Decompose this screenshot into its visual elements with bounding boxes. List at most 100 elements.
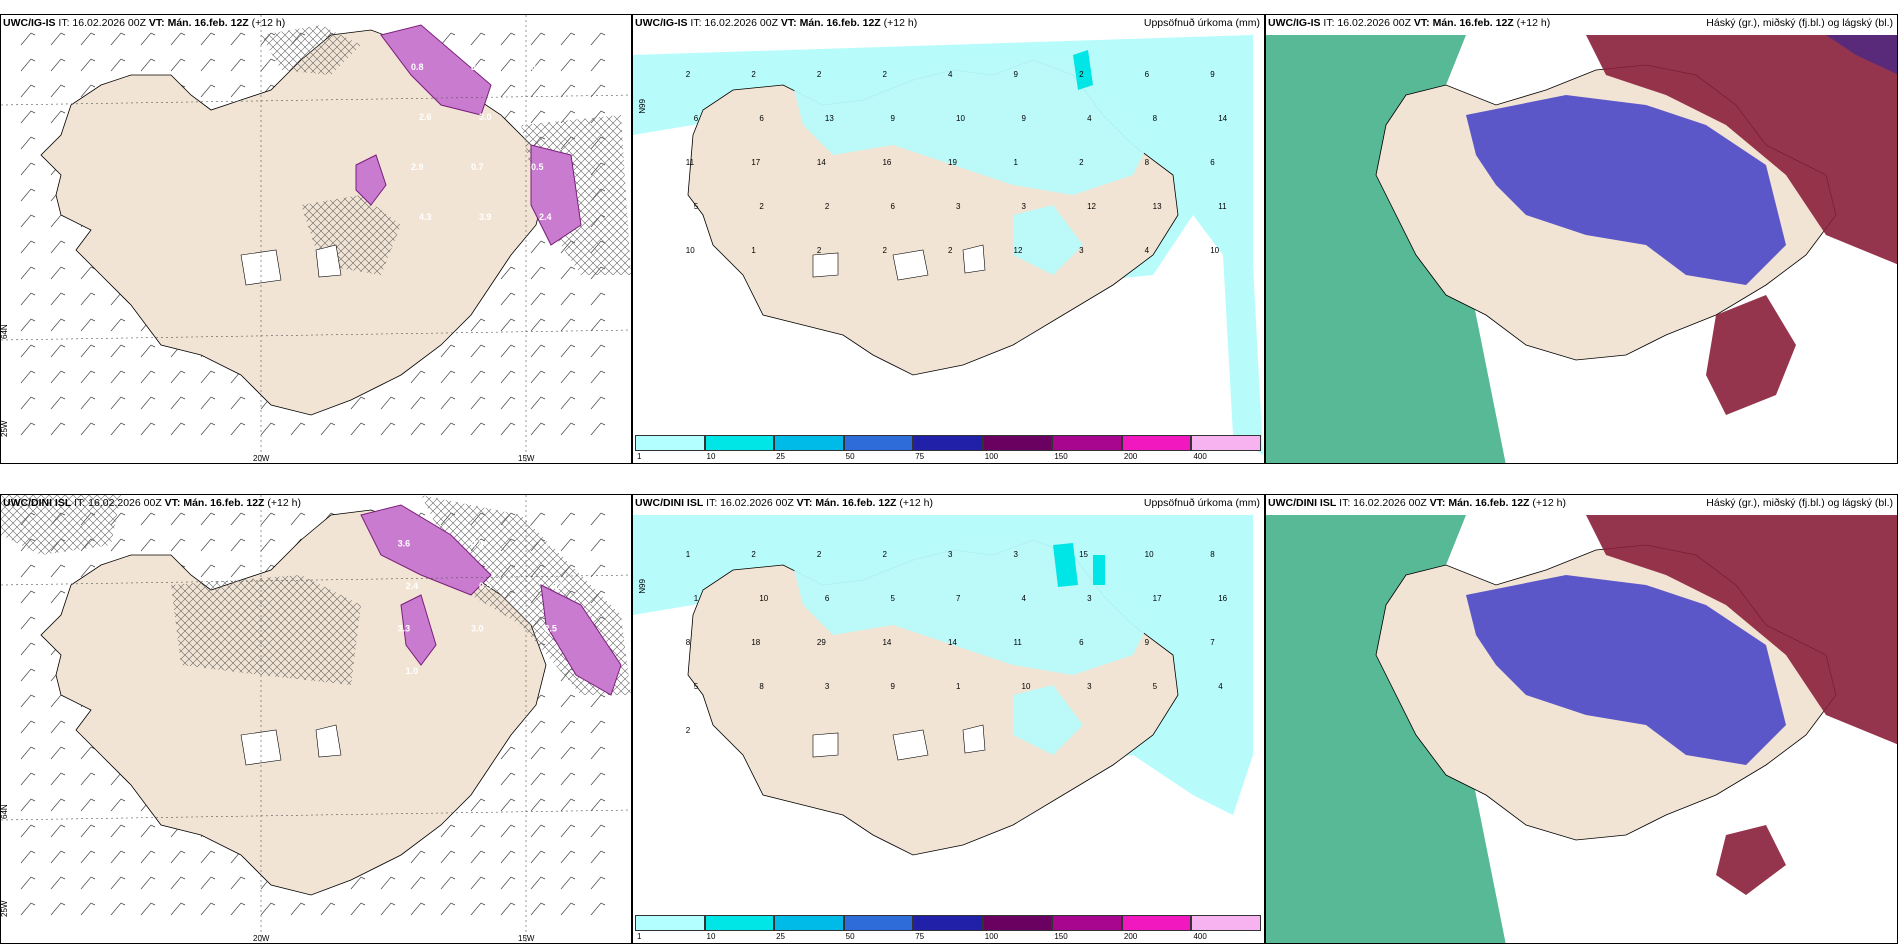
value-label: 3.9 <box>479 212 492 222</box>
wind-barb <box>500 798 516 812</box>
precip-value-labels: 1 2 2 2 3 3 15 10 81 10 6 5 7 4 3 17 168 18 29 14 14 11 6 9 75 8 3… <box>686 550 1228 735</box>
wind-barb <box>50 824 66 838</box>
wind-barb <box>200 84 216 98</box>
wind-barb <box>590 746 606 760</box>
wind-barb <box>140 902 156 916</box>
grid-lines <box>1 495 631 943</box>
wind-barb <box>530 902 546 916</box>
wind-barb <box>20 162 36 176</box>
wind-barb <box>380 396 396 410</box>
wind-barb <box>590 32 606 46</box>
value-label: 2 <box>817 70 822 79</box>
glacier-blanks <box>812 244 986 281</box>
colorbar-swatch <box>635 435 705 451</box>
wind-barb <box>410 902 426 916</box>
wind-barb <box>140 538 156 552</box>
wind-barb <box>170 370 186 384</box>
wind-barb <box>470 318 486 332</box>
wind-barb <box>50 746 66 760</box>
wind-barb <box>20 396 36 410</box>
wind-barb <box>50 590 66 604</box>
high-cloud-shading <box>1586 35 1897 415</box>
wind-barb <box>560 512 576 526</box>
cyan-spot <box>1073 50 1093 90</box>
value-label: 4.3 <box>419 212 432 222</box>
wind-barb <box>20 344 36 358</box>
value-label: 2 <box>817 246 822 255</box>
value-label: 17 <box>1153 594 1162 603</box>
value-label: 8 <box>759 682 764 691</box>
wind-barb <box>560 422 576 436</box>
panel-subtitle: Háský (gr.), miðský (fj.bl.) og lágský (… <box>1706 497 1893 509</box>
colorbar-swatch <box>774 435 844 451</box>
value-label: 3.9 <box>471 62 484 72</box>
wind-barb <box>470 876 486 890</box>
value-label: 2 <box>1079 70 1084 79</box>
value-label: 19 <box>948 158 957 167</box>
colorbar-swatch <box>843 435 914 451</box>
wind-barb <box>410 396 426 410</box>
wind-barb <box>440 850 456 864</box>
colorbar-tick-label: 50 <box>845 452 855 461</box>
wind-barb <box>110 58 126 72</box>
wind-barb <box>80 772 96 786</box>
wind-barb <box>470 902 486 916</box>
lon-label-15w: 15W <box>518 454 535 463</box>
wind-barb <box>470 396 486 410</box>
wind-barb <box>470 850 486 864</box>
colorbar-tick-label: 200 <box>1123 452 1138 461</box>
wind-barb <box>380 876 396 890</box>
wind-barb <box>170 876 186 890</box>
wind-barb <box>80 746 96 760</box>
value-label: 1 <box>1014 158 1019 167</box>
value-label: 9 <box>1210 70 1215 79</box>
wind-barb <box>560 292 576 306</box>
wind-barb <box>200 902 216 916</box>
cloud-map-top: UWC/IG-IS IT: 16.02.2026 00Z VT: Mán. 16… <box>1265 14 1898 464</box>
value-label: 6 <box>1079 638 1084 647</box>
lon-label-15w: 15W <box>518 934 535 943</box>
glacier-blanks <box>240 724 342 766</box>
value-label: 2.5 <box>544 623 557 633</box>
wind-barb <box>590 798 606 812</box>
wind-barb <box>530 370 546 384</box>
value-label: 6 <box>825 594 830 603</box>
wind-barb <box>50 422 66 436</box>
wind-barb <box>560 902 576 916</box>
wind-barb <box>110 850 126 864</box>
mid-cloud-shading <box>1466 95 1786 285</box>
value-label: 1 <box>686 550 691 559</box>
wind-barb <box>140 512 156 526</box>
wind-barb <box>80 318 96 332</box>
wind-barb <box>530 84 546 98</box>
wind-barb <box>530 850 546 864</box>
wind-barb <box>50 772 66 786</box>
value-label: 2.6 <box>419 112 432 122</box>
wind-barb <box>590 564 606 578</box>
value-label: 9 <box>890 682 895 691</box>
value-label: 2 <box>825 202 830 211</box>
lat-label-64n: 64N <box>1 324 9 339</box>
wind-barb <box>410 370 426 384</box>
wind-barb <box>500 902 516 916</box>
wind-barb <box>530 876 546 890</box>
wind-barb <box>140 824 156 838</box>
wind-barb <box>140 370 156 384</box>
wind-barb <box>290 422 306 436</box>
value-label: 7 <box>956 594 961 603</box>
colorbar-swatch <box>704 435 775 451</box>
map-canvas: 20W 15W 25W 64N 3.6 4.3 2.0 2.4 0.5 3.7 3.3 3.0… <box>1 495 631 943</box>
wind-barb <box>350 876 366 890</box>
wind-barb <box>230 564 246 578</box>
wind-barb <box>380 902 396 916</box>
wind-barb <box>560 720 576 734</box>
panel-title: UWC/IG-IS IT: 16.02.2026 00Z VT: Mán. 16… <box>1268 17 1551 29</box>
value-label: 1 <box>751 246 756 255</box>
wind-barb <box>530 344 546 358</box>
value-label: 1 <box>694 594 699 603</box>
low-cloud-band <box>1266 35 1506 463</box>
wind-barb <box>590 84 606 98</box>
value-label: 14 <box>817 158 826 167</box>
colorbar-swatch <box>843 915 914 931</box>
